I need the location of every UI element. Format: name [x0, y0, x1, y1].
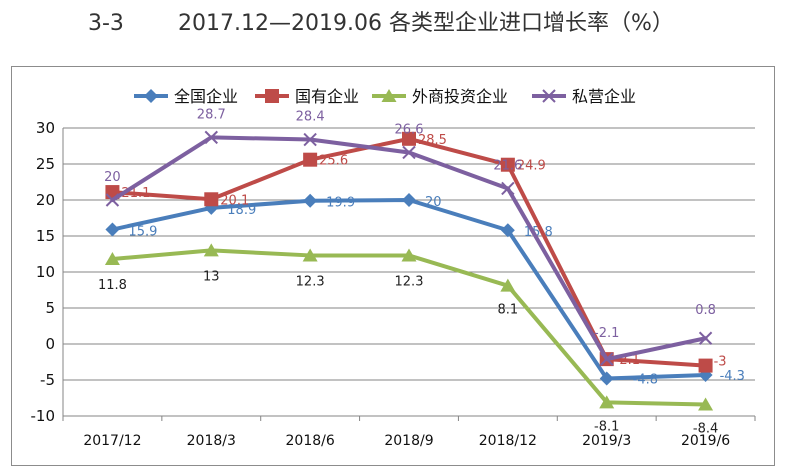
- y-tick-label: 20: [36, 191, 55, 209]
- x-tick-label: 2018/9: [384, 433, 433, 449]
- data-point: [500, 223, 515, 238]
- legend-label: 私营企业: [572, 87, 636, 106]
- x-tick-label: 2019/6: [681, 433, 730, 449]
- data-label: 8.1: [498, 303, 519, 318]
- y-tick-label: 25: [36, 155, 55, 173]
- data-point: [303, 152, 318, 167]
- data-point: [600, 352, 614, 366]
- figure-number: 3-3: [88, 11, 124, 36]
- x-tick-label: 2019/3: [582, 433, 631, 449]
- data-label: 20.1: [220, 193, 249, 208]
- data-label: 21.6: [493, 158, 522, 173]
- legend-label: 全国企业: [174, 87, 238, 106]
- x-tick-label: 2018/6: [286, 433, 335, 449]
- y-tick-label: 0: [45, 335, 55, 353]
- data-point: [402, 131, 416, 146]
- data-point: [303, 132, 317, 147]
- data-label: 11.8: [98, 278, 127, 293]
- x-tick-label: 2018/12: [479, 433, 537, 449]
- title-text: 2017.12—2019.06 各类型企业进口增长率（%）: [178, 11, 674, 36]
- y-tick-label: 30: [36, 119, 55, 137]
- data-point: [204, 130, 218, 145]
- data-point: [302, 248, 318, 262]
- data-label: 19.9: [326, 196, 355, 211]
- data-label: 18.9: [227, 203, 256, 218]
- y-tick-label: 5: [45, 299, 55, 317]
- x-tick-label: 2017/12: [83, 433, 141, 449]
- y-tick-label: -5: [40, 371, 55, 389]
- data-point: [500, 278, 516, 292]
- legend-marker: [542, 89, 556, 103]
- data-point: [698, 358, 713, 373]
- data-label: -4.8: [633, 373, 658, 388]
- data-point: [599, 371, 614, 386]
- data-label: 0.8: [695, 303, 716, 318]
- data-point: [402, 145, 416, 160]
- data-label: -8.4: [693, 421, 718, 436]
- data-label: 20: [425, 195, 442, 210]
- data-point: [401, 248, 417, 262]
- data-point: [698, 397, 714, 411]
- data-point: [500, 157, 515, 172]
- x-tick-label: 2018/3: [187, 433, 236, 449]
- data-label: -2.1: [594, 326, 619, 341]
- data-label: 26.6: [395, 122, 424, 137]
- data-point: [599, 395, 615, 409]
- data-point: [204, 192, 219, 207]
- y-tick-label: 10: [36, 263, 55, 281]
- data-label: 13: [203, 269, 220, 284]
- legend-marker: [265, 89, 279, 103]
- data-label: -8.1: [594, 419, 619, 434]
- chart-frame: [11, 66, 775, 466]
- data-label: 15.9: [128, 225, 157, 240]
- data-label: -3: [714, 355, 727, 370]
- legend-marker: [381, 89, 397, 102]
- data-point: [104, 252, 120, 266]
- data-label: 28.5: [418, 133, 447, 148]
- data-point: [203, 243, 219, 257]
- y-tick-label: -10: [31, 407, 56, 425]
- data-label: 28.4: [296, 110, 325, 125]
- data-label: 24.9: [517, 159, 546, 174]
- data-label: 25.6: [319, 154, 348, 169]
- data-label: 12.3: [395, 274, 424, 289]
- data-label: -4.3: [720, 369, 745, 384]
- data-point: [402, 193, 416, 207]
- y-tick-label: 15: [36, 227, 55, 245]
- data-point: [698, 331, 713, 345]
- legend-label: 外商投资企业: [412, 87, 508, 106]
- legend-marker: [144, 89, 158, 103]
- data-label: 20: [104, 170, 121, 185]
- data-point: [105, 193, 120, 207]
- legend-label: 国有企业: [295, 87, 359, 106]
- data-label: 28.7: [197, 107, 226, 122]
- chart-title: 3-3 2017.12—2019.06 各类型企业进口增长率（%）: [0, 6, 786, 42]
- data-point: [105, 222, 120, 237]
- data-point: [501, 181, 515, 196]
- data-label: 12.3: [296, 274, 325, 289]
- data-point: [303, 193, 318, 208]
